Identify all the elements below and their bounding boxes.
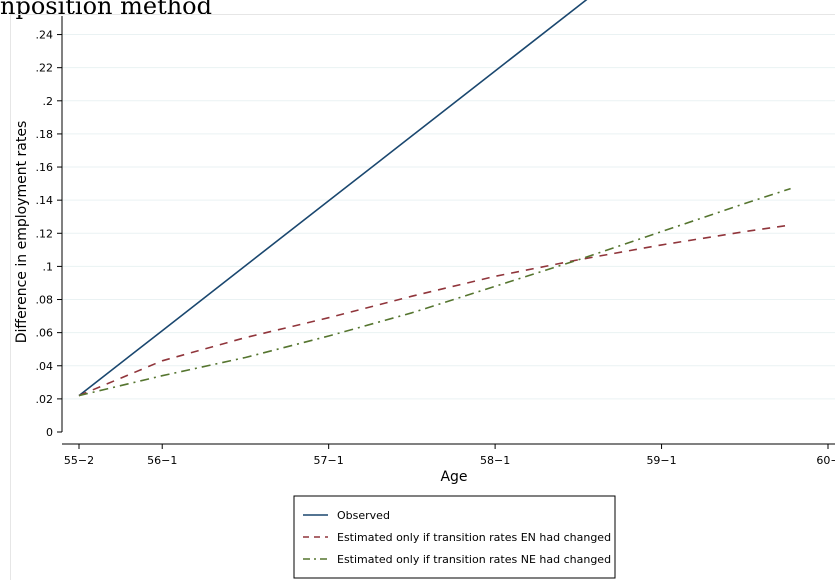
- series-line-ne: [78, 187, 791, 397]
- x-tick-label: 57−1: [314, 454, 344, 467]
- x-tick-label: 58−1: [480, 454, 510, 467]
- y-tick-label: .16: [36, 161, 54, 174]
- legend-label: Observed: [337, 509, 390, 522]
- series-line-observed: [78, 0, 588, 397]
- y-tick-label: .06: [36, 327, 54, 340]
- y-tick-label: .1: [43, 260, 54, 273]
- y-axis-ticks: 0 .02 .04 .06 .08 .1 .12 .14 .16 .18 .2 .22 .24: [36, 29, 62, 439]
- y-tick-label: .2: [43, 95, 54, 108]
- gridlines: [62, 34, 835, 400]
- legend-label: Estimated only if transition rates NE ha…: [337, 553, 611, 566]
- y-tick-label: .02: [36, 393, 54, 406]
- y-tick-label: .12: [36, 227, 54, 240]
- legend: Observed Estimated only if transition rat…: [293, 495, 616, 579]
- page-title: nposition method: [0, 0, 212, 20]
- y-tick-label: 0: [46, 426, 53, 439]
- axes: [61, 16, 835, 445]
- series-lines: [78, 0, 791, 397]
- chart-region: [10, 14, 835, 580]
- series-line-en: [78, 224, 791, 397]
- y-tick-label: .24: [36, 29, 54, 42]
- x-tick-label: 60−: [816, 454, 835, 467]
- x-axis-ticks: 55−2 56−1 57−1 58−1 59−1 60−: [64, 444, 835, 467]
- x-axis-title: Age: [440, 469, 467, 485]
- y-axis-title: Difference in employment rates: [14, 121, 30, 344]
- y-tick-label: .14: [36, 194, 54, 207]
- x-tick-label: 59−1: [646, 454, 676, 467]
- x-tick-label: 55−2: [64, 454, 94, 467]
- y-tick-label: .04: [36, 360, 54, 373]
- y-tick-label: .08: [36, 294, 54, 307]
- y-tick-label: .22: [36, 62, 54, 75]
- y-tick-label: .18: [36, 128, 54, 141]
- legend-box: [293, 495, 616, 579]
- x-tick-label: 56−1: [147, 454, 177, 467]
- legend-label: Estimated only if transition rates EN ha…: [337, 531, 611, 544]
